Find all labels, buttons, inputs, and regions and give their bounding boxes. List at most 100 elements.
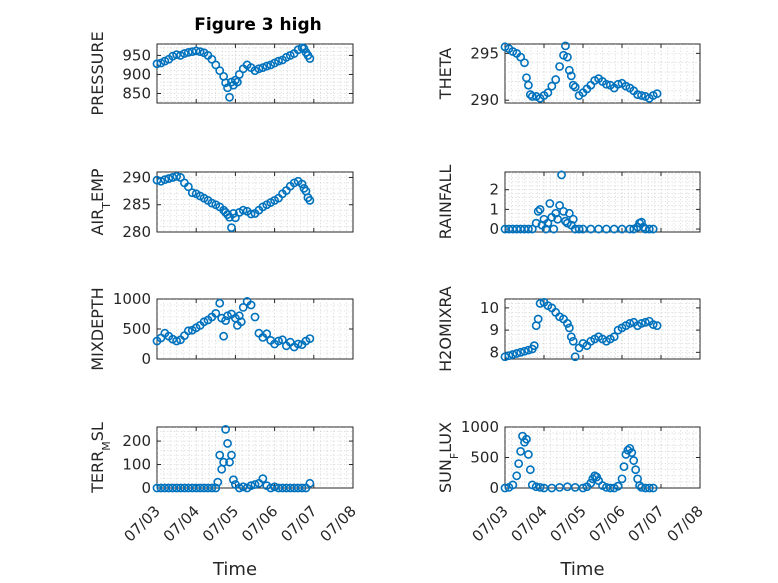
data-point — [555, 201, 564, 210]
data-point — [543, 88, 553, 98]
data-point — [305, 54, 315, 63]
data-point — [227, 223, 236, 233]
y-tick-label: 200 — [122, 432, 151, 450]
data-point — [180, 49, 189, 58]
data-point — [297, 179, 307, 189]
y-axis-label: AIRTEMP — [88, 168, 113, 235]
data-point — [648, 224, 658, 234]
data-point — [172, 336, 181, 346]
y-tick-label: 950 — [122, 46, 151, 64]
y-tick-label: 290 — [122, 168, 151, 186]
data-point — [525, 465, 535, 475]
data-point — [563, 52, 572, 62]
data-point — [641, 317, 650, 327]
data-point — [172, 171, 181, 181]
axes-frame — [156, 426, 354, 489]
data-point — [258, 474, 268, 484]
data-point — [246, 300, 256, 310]
y-tick-label: 100 — [122, 456, 151, 474]
data-point — [195, 47, 205, 57]
data-point — [564, 323, 574, 333]
data-point — [508, 480, 518, 490]
data-point — [500, 483, 510, 493]
data-point — [652, 321, 662, 331]
y-tick-label: 1000 — [461, 418, 499, 436]
data-point — [535, 299, 545, 308]
x-tick-label: 07/04 — [160, 502, 203, 545]
x-tick-label: 07/05 — [199, 502, 242, 545]
data-point — [500, 352, 510, 362]
data-point — [564, 65, 574, 75]
data-point — [215, 298, 225, 308]
y-axis-label: H2OMIXRA — [436, 286, 455, 372]
data-point — [520, 58, 529, 68]
data-point — [160, 175, 170, 185]
data-point — [535, 204, 545, 214]
data-point — [305, 334, 315, 343]
subplot-h2omixra: 8 9 10 H2OMIXRA — [436, 286, 701, 372]
data-point — [230, 75, 240, 85]
y-tick-label: 10 — [480, 299, 499, 317]
data-point — [520, 346, 529, 356]
y-tick-label: 1 — [489, 200, 499, 218]
y-tick-label: 500 — [122, 320, 151, 338]
data-point — [619, 462, 629, 472]
y-axis-label: RAINFALL — [436, 165, 455, 240]
subplot-mixdepth: 0 500 1000 MIXDEPTH — [88, 287, 354, 371]
x-tick-label: 07/06 — [238, 502, 281, 545]
data-point — [564, 208, 574, 218]
data-point — [613, 481, 623, 491]
data-point — [570, 352, 580, 362]
data-point — [625, 224, 635, 234]
data-point — [221, 316, 230, 325]
data-point — [644, 483, 654, 493]
data-point — [234, 70, 244, 79]
data-point — [221, 424, 230, 434]
y-tick-label: 285 — [122, 196, 151, 214]
data-point — [164, 174, 174, 183]
data-point — [229, 475, 238, 485]
axes-frame — [156, 171, 354, 233]
y-tick-label: 900 — [122, 65, 151, 83]
data-point — [305, 195, 315, 205]
data-point — [293, 339, 303, 349]
figure-title: Figure 3 high — [194, 15, 322, 35]
data-point — [258, 63, 268, 72]
data-point — [274, 336, 283, 346]
data-point — [250, 312, 260, 322]
y-tick-label: 280 — [122, 223, 151, 241]
y-tick-label: 0 — [489, 220, 499, 238]
data-point — [238, 302, 248, 312]
data-point — [187, 188, 197, 198]
x-tick-label: 07/05 — [547, 502, 590, 545]
data-point — [543, 218, 553, 228]
data-point — [533, 314, 543, 324]
y-axis-label: THETA — [436, 48, 455, 100]
data-point — [219, 457, 229, 467]
data-point — [563, 319, 572, 328]
subplot-theta: 290 295 THETA — [436, 41, 701, 109]
data-point — [617, 474, 627, 484]
data-point — [246, 481, 256, 491]
data-point — [648, 320, 658, 329]
y-tick-label: 1000 — [113, 290, 151, 308]
data-point — [238, 205, 248, 215]
data-point — [207, 54, 217, 64]
x-tick-label: 07/04 — [508, 502, 551, 545]
data-point — [555, 62, 564, 71]
data-point — [221, 78, 230, 88]
y-axis-label: SUNFLUX — [436, 422, 461, 493]
data-point — [207, 483, 217, 493]
data-point — [637, 217, 646, 227]
x-axis-label: Time — [559, 559, 604, 580]
data-point — [219, 331, 229, 341]
data-point — [246, 209, 256, 219]
data-point — [262, 61, 272, 71]
data-point — [557, 170, 566, 180]
x-tick-label: 07/08 — [317, 502, 360, 545]
data-point — [625, 443, 635, 453]
data-point — [516, 347, 525, 357]
axes-frame — [504, 171, 701, 233]
